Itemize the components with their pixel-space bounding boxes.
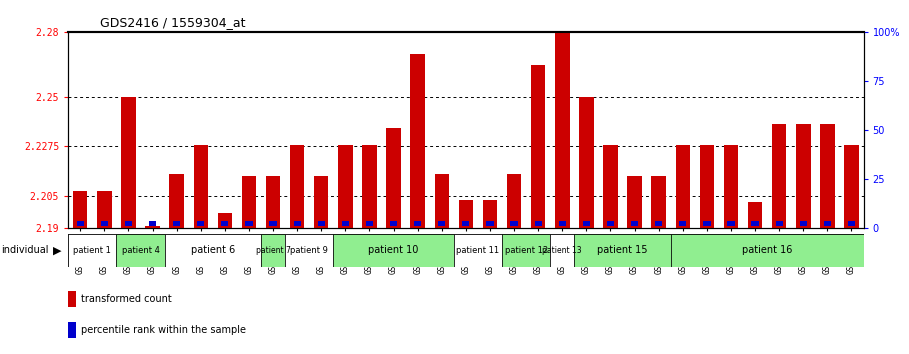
- Text: transformed count: transformed count: [81, 294, 172, 304]
- Text: patient 11: patient 11: [456, 246, 499, 255]
- Text: patient 13: patient 13: [543, 246, 582, 255]
- Text: patient 6: patient 6: [191, 245, 235, 256]
- Bar: [820, 124, 834, 228]
- Text: patient 10: patient 10: [368, 245, 419, 256]
- Bar: [574, 234, 671, 267]
- Bar: [294, 222, 301, 226]
- Bar: [342, 222, 349, 226]
- Text: patient 4: patient 4: [122, 246, 159, 255]
- Bar: [221, 222, 228, 226]
- Bar: [627, 176, 642, 228]
- Bar: [194, 145, 208, 228]
- Bar: [772, 124, 786, 228]
- Bar: [365, 222, 373, 226]
- Bar: [724, 145, 738, 228]
- Bar: [314, 176, 328, 228]
- Bar: [507, 174, 521, 228]
- Text: patient 7: patient 7: [255, 246, 291, 255]
- Bar: [604, 145, 618, 228]
- Bar: [700, 145, 714, 228]
- Bar: [559, 222, 566, 226]
- Bar: [386, 128, 401, 228]
- Text: patient 12: patient 12: [504, 246, 548, 255]
- Text: patient 9: patient 9: [290, 246, 328, 255]
- Bar: [101, 222, 108, 226]
- Bar: [414, 222, 421, 226]
- Bar: [727, 222, 734, 226]
- Bar: [285, 234, 334, 267]
- Text: GDS2416 / 1559304_at: GDS2416 / 1559304_at: [100, 16, 245, 29]
- Bar: [97, 191, 112, 228]
- Bar: [579, 97, 594, 228]
- Bar: [631, 222, 638, 226]
- Bar: [165, 234, 261, 267]
- Bar: [848, 222, 855, 226]
- Bar: [652, 176, 666, 228]
- Bar: [704, 222, 711, 226]
- Bar: [463, 222, 469, 226]
- Bar: [844, 145, 859, 228]
- Bar: [68, 322, 76, 338]
- Bar: [796, 124, 811, 228]
- Bar: [511, 222, 518, 226]
- Bar: [149, 222, 156, 226]
- Bar: [483, 200, 497, 228]
- Bar: [261, 234, 285, 267]
- Bar: [824, 222, 831, 226]
- Bar: [242, 176, 256, 228]
- Bar: [265, 176, 280, 228]
- Text: percentile rank within the sample: percentile rank within the sample: [81, 325, 246, 335]
- Bar: [125, 222, 132, 226]
- Bar: [73, 191, 87, 228]
- Bar: [390, 222, 397, 226]
- Bar: [334, 234, 454, 267]
- Bar: [671, 234, 864, 267]
- Bar: [68, 234, 116, 267]
- Bar: [290, 145, 305, 228]
- Bar: [655, 222, 663, 226]
- Bar: [438, 222, 445, 226]
- Bar: [454, 234, 502, 267]
- Bar: [173, 222, 180, 226]
- Bar: [531, 65, 545, 228]
- Bar: [748, 202, 763, 228]
- Bar: [775, 222, 783, 226]
- Bar: [800, 222, 807, 226]
- Text: individual: individual: [1, 245, 48, 255]
- Bar: [435, 174, 449, 228]
- Bar: [116, 234, 165, 267]
- Bar: [169, 174, 184, 228]
- Bar: [362, 145, 376, 228]
- Bar: [76, 222, 84, 226]
- Bar: [411, 54, 425, 228]
- Bar: [679, 222, 686, 226]
- Text: ▶: ▶: [53, 245, 62, 255]
- Bar: [317, 222, 325, 226]
- Text: patient 16: patient 16: [742, 245, 793, 256]
- Bar: [197, 222, 205, 226]
- Bar: [145, 226, 160, 228]
- Bar: [68, 291, 76, 307]
- Bar: [583, 222, 590, 226]
- Bar: [217, 213, 232, 228]
- Bar: [555, 32, 570, 228]
- Bar: [486, 222, 494, 226]
- Bar: [269, 222, 276, 226]
- Bar: [121, 97, 135, 228]
- Bar: [607, 222, 614, 226]
- Bar: [550, 234, 574, 267]
- Bar: [338, 145, 353, 228]
- Bar: [534, 222, 542, 226]
- Bar: [502, 234, 550, 267]
- Text: patient 1: patient 1: [74, 246, 111, 255]
- Text: patient 15: patient 15: [597, 245, 648, 256]
- Bar: [752, 222, 759, 226]
- Bar: [675, 145, 690, 228]
- Bar: [245, 222, 253, 226]
- Bar: [459, 200, 473, 228]
